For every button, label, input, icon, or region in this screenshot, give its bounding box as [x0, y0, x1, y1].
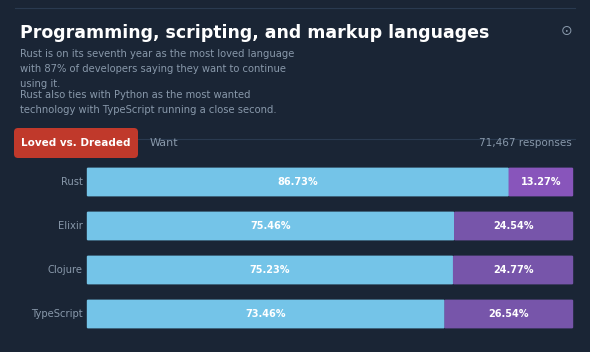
Text: 71,467 responses: 71,467 responses — [479, 138, 572, 148]
Text: 24.54%: 24.54% — [493, 221, 534, 231]
Text: Rust is on its seventh year as the most loved language
with 87% of developers sa: Rust is on its seventh year as the most … — [20, 49, 294, 89]
Text: Rust also ties with Python as the most wanted
technology with TypeScript running: Rust also ties with Python as the most w… — [20, 90, 277, 115]
Text: 86.73%: 86.73% — [277, 177, 318, 187]
FancyBboxPatch shape — [87, 212, 454, 240]
FancyBboxPatch shape — [509, 168, 573, 196]
Text: ⊙: ⊙ — [560, 24, 572, 38]
Text: 75.46%: 75.46% — [250, 221, 291, 231]
FancyBboxPatch shape — [87, 168, 509, 196]
Text: TypeScript: TypeScript — [31, 309, 83, 319]
FancyBboxPatch shape — [14, 128, 138, 158]
Text: Clojure: Clojure — [48, 265, 83, 275]
Text: Programming, scripting, and markup languages: Programming, scripting, and markup langu… — [20, 24, 489, 42]
Text: Want: Want — [150, 138, 179, 148]
FancyBboxPatch shape — [444, 300, 573, 328]
FancyBboxPatch shape — [87, 256, 453, 284]
Text: 24.77%: 24.77% — [493, 265, 533, 275]
FancyBboxPatch shape — [454, 212, 573, 240]
Text: 26.54%: 26.54% — [489, 309, 529, 319]
Text: Loved vs. Dreaded: Loved vs. Dreaded — [21, 138, 131, 148]
Text: 73.46%: 73.46% — [245, 309, 286, 319]
Text: 13.27%: 13.27% — [520, 177, 561, 187]
FancyBboxPatch shape — [453, 256, 573, 284]
Text: 75.23%: 75.23% — [250, 265, 290, 275]
Text: Elixir: Elixir — [58, 221, 83, 231]
FancyBboxPatch shape — [87, 300, 445, 328]
Text: Rust: Rust — [61, 177, 83, 187]
